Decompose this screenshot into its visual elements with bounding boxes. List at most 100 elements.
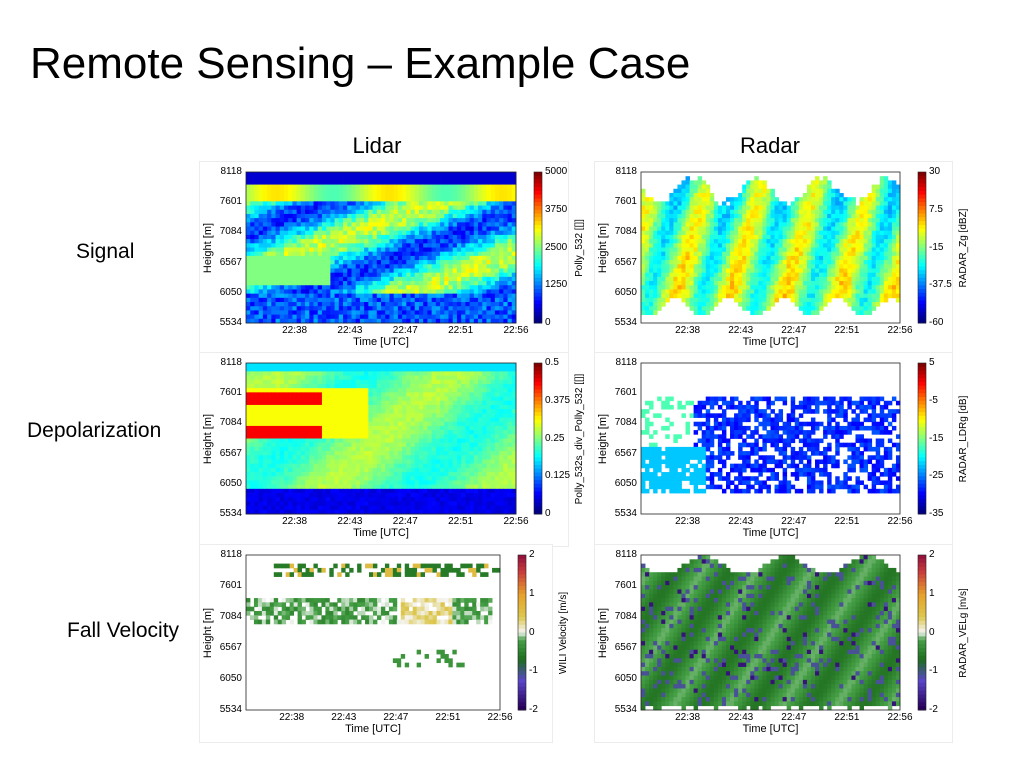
colorbar [917, 171, 927, 324]
colorbar-tick-label: 1 [529, 587, 535, 599]
colorbar-tick-label: 0.25 [545, 432, 565, 444]
y-axis-label: Height [m] [202, 413, 214, 464]
plot-frame [640, 362, 901, 515]
panel-lidar-vel: 8118 7601 7084 6567 6050 5534 22:38 22:43 22:47 2… [200, 545, 569, 742]
x-tick-label: 22:51 [834, 712, 860, 723]
colorbar-tick-label: -2 [529, 704, 538, 715]
colorbar-tick-label: -1 [529, 665, 538, 677]
heatmap-lidar-vel [245, 554, 527, 711]
y-tick-label: 5534 [219, 704, 242, 715]
x-tick-label: 22:56 [887, 325, 913, 336]
x-tick-label: 22:43 [728, 516, 754, 527]
y-axis-label: Height [m] [597, 607, 609, 658]
y-axis-label: Height [m] [597, 413, 609, 464]
plot-frame [640, 554, 901, 711]
colorbar-tick-label: -1 [929, 665, 938, 677]
x-tick-label: 22:43 [337, 325, 363, 336]
colorbar-tick-label: 5000 [545, 166, 568, 177]
x-tick-label: 22:51 [448, 325, 474, 336]
x-tick-label: 22:56 [887, 712, 913, 723]
y-tick-label: 5534 [614, 508, 637, 519]
slide-title: Remote Sensing – Example Case [30, 39, 691, 88]
y-tick-label: 6567 [219, 642, 242, 653]
x-axis-label: Time [UTC] [353, 527, 409, 539]
x-tick-label: 22:51 [834, 516, 860, 527]
x-tick-label: 22:38 [279, 712, 305, 723]
y-tick-label: 6050 [219, 673, 242, 684]
x-tick-label: 22:56 [887, 516, 913, 527]
column-header-lidar: Lidar [352, 133, 402, 158]
heatmap-radar-signal [640, 171, 927, 324]
panel-radar-depol: 8118 7601 7084 6567 6050 5534 22:38 22:43 22:47 2… [595, 353, 969, 546]
x-tick-label: 22:56 [503, 325, 529, 336]
x-tick-label: 22:43 [331, 712, 357, 723]
colorbar-tick-label: 0 [545, 317, 551, 328]
colorbar-tick-label: 3750 [545, 203, 568, 215]
colorbar-label: WILI Velocity [m/s] [558, 591, 569, 674]
heatmap-radar-vel [640, 554, 927, 711]
colorbar-label: RADAR_Zg [dBZ] [958, 208, 969, 287]
y-tick-label: 7601 [219, 387, 242, 399]
colorbar-tick-label: 0.5 [545, 357, 559, 368]
row-label-fall-velocity: Fall Velocity [67, 619, 180, 642]
heatmap-cells [641, 396, 901, 494]
y-tick-label: 6050 [614, 477, 637, 489]
colorbar-tick-label: 0 [929, 626, 935, 638]
y-tick-label: 6567 [219, 256, 242, 268]
column-header-radar: Radar [740, 133, 800, 158]
y-tick-label: 8118 [615, 166, 637, 177]
colorbar-tick-label: 0 [545, 508, 551, 519]
x-tick-label: 22:38 [282, 516, 308, 527]
y-tick-label: 7084 [219, 417, 242, 429]
y-tick-label: 6567 [614, 447, 637, 459]
y-axis-label: Height [m] [597, 222, 609, 273]
colorbar-tick-label: 1250 [545, 279, 568, 291]
plot-frame [640, 171, 901, 324]
colorbar-tick-label: 1 [929, 587, 935, 599]
y-tick-label: 5534 [219, 508, 242, 519]
colorbar-tick-label: -35 [929, 508, 944, 519]
panel-lidar-signal: 8118 7601 7084 6567 6050 5534 22:38 22:43 22:47 2… [200, 162, 585, 355]
colorbar-tick-label: 2 [929, 549, 935, 560]
y-tick-label: 7084 [614, 611, 637, 622]
colorbar-tick-label: 7.5 [929, 203, 943, 215]
y-tick-label: 6567 [614, 642, 637, 653]
y-tick-label: 7084 [219, 611, 242, 622]
x-tick-label: 22:56 [487, 712, 513, 723]
plot-frame [245, 171, 517, 324]
y-tick-label: 7601 [219, 580, 242, 591]
colorbar-tick-label: -5 [929, 394, 938, 406]
heatmap-cells [246, 172, 517, 324]
colorbar [917, 554, 927, 711]
y-tick-label: 7084 [614, 417, 637, 429]
x-axis-label: Time [UTC] [742, 723, 799, 735]
x-tick-label: 22:47 [781, 712, 807, 723]
y-tick-label: 5534 [614, 704, 637, 715]
row-label-depolarization: Depolarization [27, 419, 162, 442]
colorbar-tick-label: 2 [529, 549, 535, 560]
colorbar-label: Polly_532 [[]] [574, 218, 585, 277]
plot-frame [245, 554, 501, 711]
x-tick-label: 22:38 [675, 712, 701, 723]
x-tick-label: 22:47 [781, 325, 807, 336]
colorbar [517, 554, 527, 711]
y-tick-label: 8118 [615, 357, 637, 368]
heatmap-cells [641, 555, 901, 711]
y-tick-label: 6567 [614, 256, 637, 268]
x-tick-label: 22:47 [392, 516, 418, 527]
colorbar-tick-label: -60 [929, 317, 944, 328]
heatmap-radar-depol [640, 362, 927, 515]
x-axis-label: Time [UTC] [353, 336, 409, 348]
x-tick-label: 22:51 [834, 325, 860, 336]
x-tick-label: 22:56 [503, 516, 529, 527]
x-tick-label: 22:38 [675, 516, 701, 527]
heatmap-lidar-depol [245, 362, 543, 515]
y-tick-label: 5534 [614, 317, 637, 328]
x-tick-label: 22:38 [675, 325, 701, 336]
y-tick-label: 6567 [219, 447, 242, 459]
x-tick-label: 22:47 [781, 516, 807, 527]
heatmap-cells [246, 563, 501, 668]
x-tick-label: 22:43 [337, 516, 363, 527]
colorbar-label: RADAR_VELg [m/s] [958, 587, 969, 678]
y-tick-label: 6050 [219, 286, 242, 298]
